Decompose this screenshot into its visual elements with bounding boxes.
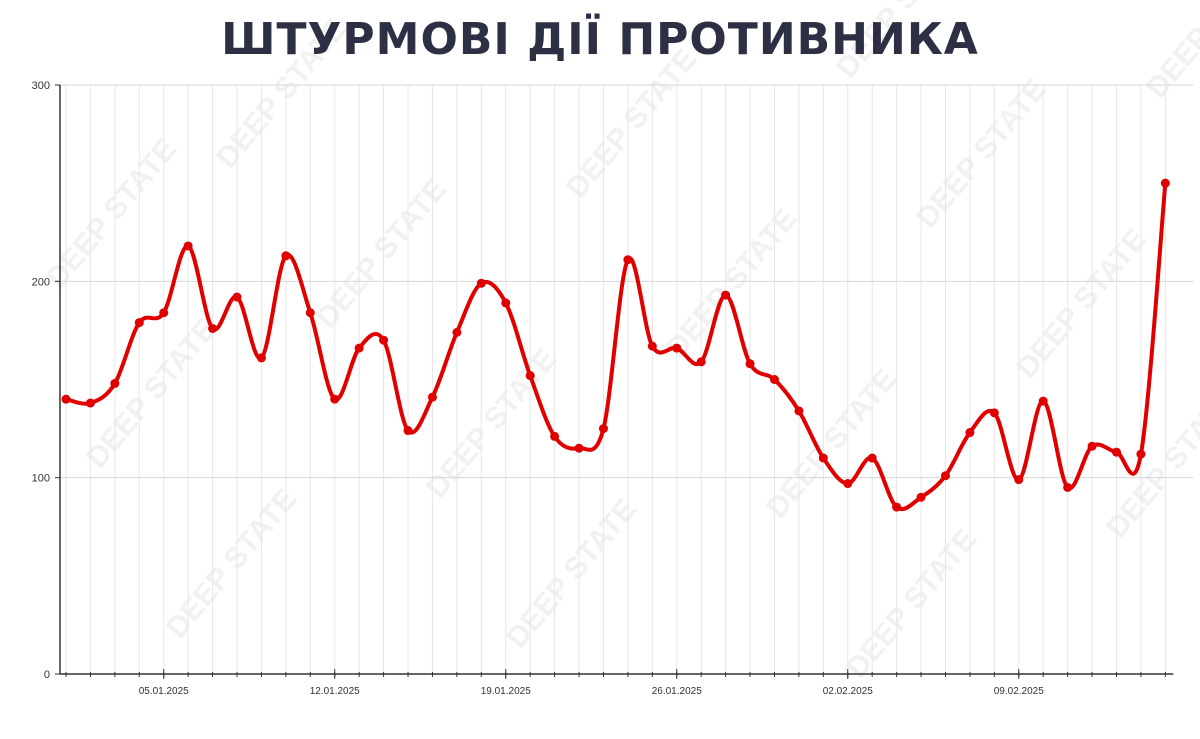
data-point	[696, 357, 706, 367]
watermark-text: DEEP STATE	[1010, 223, 1153, 385]
data-point	[305, 308, 315, 318]
watermark-text: DEEP STATE	[660, 203, 803, 365]
x-tick-label: 02.02.2025	[823, 686, 873, 697]
watermark-text: DEEP STATE	[910, 73, 1053, 235]
data-point	[965, 428, 975, 438]
data-point	[256, 353, 266, 363]
data-point	[550, 431, 560, 441]
watermark-text: DEEP STATE	[40, 133, 183, 295]
x-tick-label: 26.01.2025	[652, 686, 702, 697]
data-point	[818, 453, 828, 463]
watermark-text: DEEP STATE	[160, 483, 303, 645]
data-point	[427, 392, 437, 402]
data-point	[867, 453, 877, 463]
data-point	[85, 398, 95, 408]
data-point	[208, 323, 218, 333]
data-point	[110, 378, 120, 388]
x-tick-label: 05.01.2025	[139, 686, 189, 697]
series	[61, 178, 1170, 512]
data-point	[403, 426, 413, 436]
watermark-text: DEEP STATE	[1140, 0, 1200, 104]
data-point	[794, 406, 804, 416]
data-point	[598, 424, 608, 434]
data-point	[452, 327, 462, 337]
data-point	[232, 292, 242, 302]
watermark-text: DEEP STATE	[1100, 383, 1200, 545]
data-point	[623, 255, 633, 265]
watermark-text: DEEP STATE	[420, 343, 563, 505]
data-point	[183, 241, 193, 251]
data-point	[354, 343, 364, 353]
y-tick-label: 0	[44, 669, 50, 681]
data-point	[501, 298, 511, 308]
data-point	[61, 394, 71, 404]
watermark-text: DEEP STATE	[840, 523, 983, 685]
axes: 0 100 200 300 05.01.2025 12.01.2025 19.01.2025…	[32, 80, 1174, 697]
watermark-text: DEEP STATE	[210, 13, 353, 175]
data-point	[989, 408, 999, 418]
data-point	[1111, 447, 1121, 457]
data-point	[745, 359, 755, 369]
data-point	[574, 443, 584, 453]
data-point	[1087, 441, 1097, 451]
data-point	[647, 341, 657, 351]
x-tick-label: 12.01.2025	[310, 686, 360, 697]
data-point	[672, 343, 682, 353]
data-point	[843, 479, 853, 489]
data-point	[1038, 396, 1048, 406]
data-point	[721, 290, 731, 300]
x-tick-label: 09.02.2025	[994, 686, 1044, 697]
data-point	[916, 492, 926, 502]
y-tick-label: 200	[32, 276, 50, 288]
data-point	[525, 371, 535, 381]
data-point	[476, 278, 486, 288]
data-point	[1014, 475, 1024, 485]
y-tick-label: 100	[32, 473, 50, 485]
data-point	[159, 308, 169, 318]
watermark-text: DEEP STATE	[500, 493, 643, 655]
data-point	[1136, 449, 1146, 459]
y-tick-label: 300	[32, 80, 50, 92]
watermark-text: DEEP STATE	[560, 43, 703, 205]
data-point	[134, 318, 144, 328]
watermark-text: DEEP STATE	[310, 173, 453, 335]
data-point	[769, 375, 779, 384]
x-tick-label: 19.01.2025	[481, 686, 531, 697]
data-point	[379, 335, 389, 345]
grid	[60, 84, 1194, 674]
watermark-text: DEEP STATE	[80, 313, 223, 475]
series-line	[65, 182, 1168, 512]
watermark-text: DEEP STATE	[830, 0, 973, 84]
data-point	[330, 394, 340, 404]
data-point	[940, 471, 950, 481]
data-point	[892, 502, 902, 512]
data-point	[1063, 482, 1073, 492]
data-point	[1160, 178, 1170, 188]
chart-title: ШТУРМОВІ ДІЇ ПРОТИВНИКА	[221, 14, 979, 65]
data-point	[281, 251, 291, 261]
